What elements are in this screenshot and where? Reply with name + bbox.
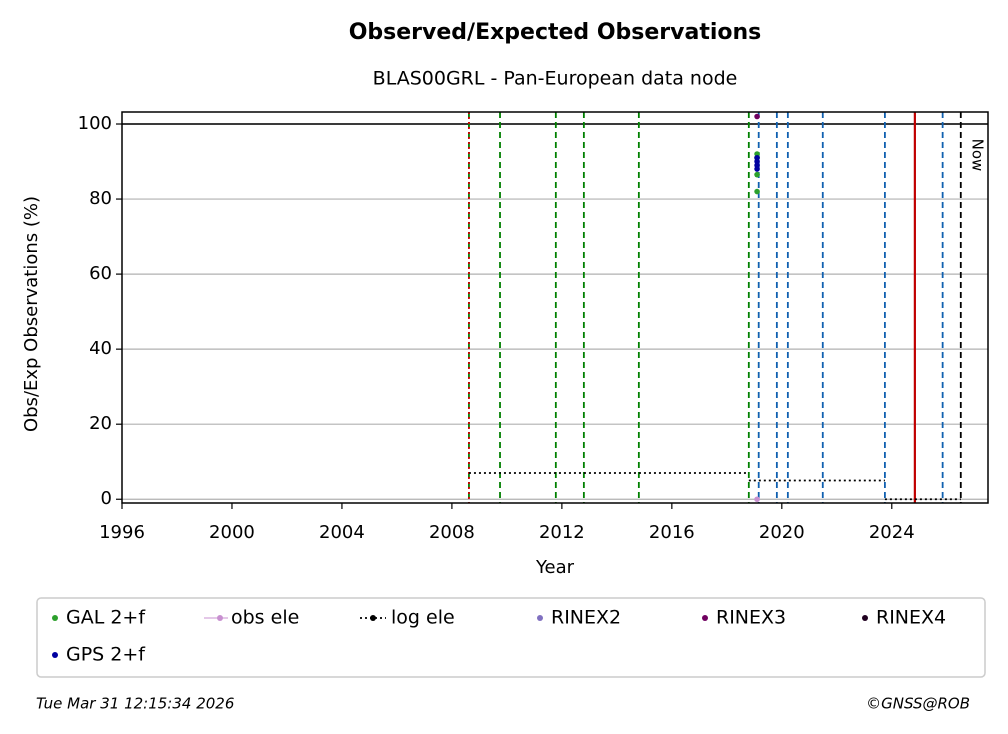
x-tick-label: 2000 bbox=[209, 522, 255, 543]
y-tick-label: 20 bbox=[89, 413, 112, 434]
y-tick-label: 80 bbox=[89, 188, 112, 209]
legend-label: RINEX3 bbox=[716, 607, 786, 629]
legend-label: GAL 2+f bbox=[66, 607, 146, 629]
data-point bbox=[754, 166, 760, 172]
x-tick-label: 2008 bbox=[429, 522, 475, 543]
data-point bbox=[754, 496, 760, 503]
legend-marker bbox=[52, 652, 58, 658]
x-tick-label: 2024 bbox=[869, 522, 915, 543]
legend-label: RINEX2 bbox=[551, 607, 621, 629]
x-tick-label: 2016 bbox=[649, 522, 695, 543]
y-tick-label: 0 bbox=[101, 488, 112, 509]
legend-marker bbox=[370, 615, 376, 621]
legend-marker bbox=[217, 615, 223, 621]
y-axis-label: Obs/Exp Observations (%) bbox=[21, 196, 42, 432]
legend-marker bbox=[537, 615, 543, 621]
annotation: Now bbox=[968, 139, 986, 172]
data-point bbox=[754, 113, 760, 120]
x-axis-label: Year bbox=[535, 557, 575, 578]
y-tick-label: 60 bbox=[89, 263, 112, 284]
timestamp: Tue Mar 31 12:15:34 2026 bbox=[36, 695, 234, 713]
y-tick-label: 100 bbox=[78, 113, 112, 134]
x-tick-label: 2004 bbox=[319, 522, 365, 543]
credit: ©GNSS@ROB bbox=[866, 695, 970, 713]
data-point bbox=[754, 188, 760, 195]
data-point bbox=[754, 171, 760, 178]
legend-label: GPS 2+f bbox=[66, 644, 146, 666]
legend-box bbox=[36, 597, 986, 678]
legend-label: log ele bbox=[391, 607, 455, 629]
legend-label: RINEX4 bbox=[876, 607, 946, 629]
x-tick-label: 2012 bbox=[539, 522, 585, 543]
legend-marker bbox=[862, 615, 868, 621]
legend-label: obs ele bbox=[231, 607, 299, 629]
plot-frame bbox=[121, 111, 989, 504]
legend-marker bbox=[52, 615, 58, 621]
y-tick-label: 40 bbox=[89, 338, 112, 359]
x-tick-label: 2020 bbox=[759, 522, 805, 543]
legend-marker bbox=[702, 615, 708, 621]
chart-subtitle: BLAS00GRL - Pan-European data node bbox=[373, 68, 738, 90]
chart-title: Observed/Expected Observations bbox=[349, 20, 762, 45]
x-tick-label: 1996 bbox=[99, 522, 145, 543]
